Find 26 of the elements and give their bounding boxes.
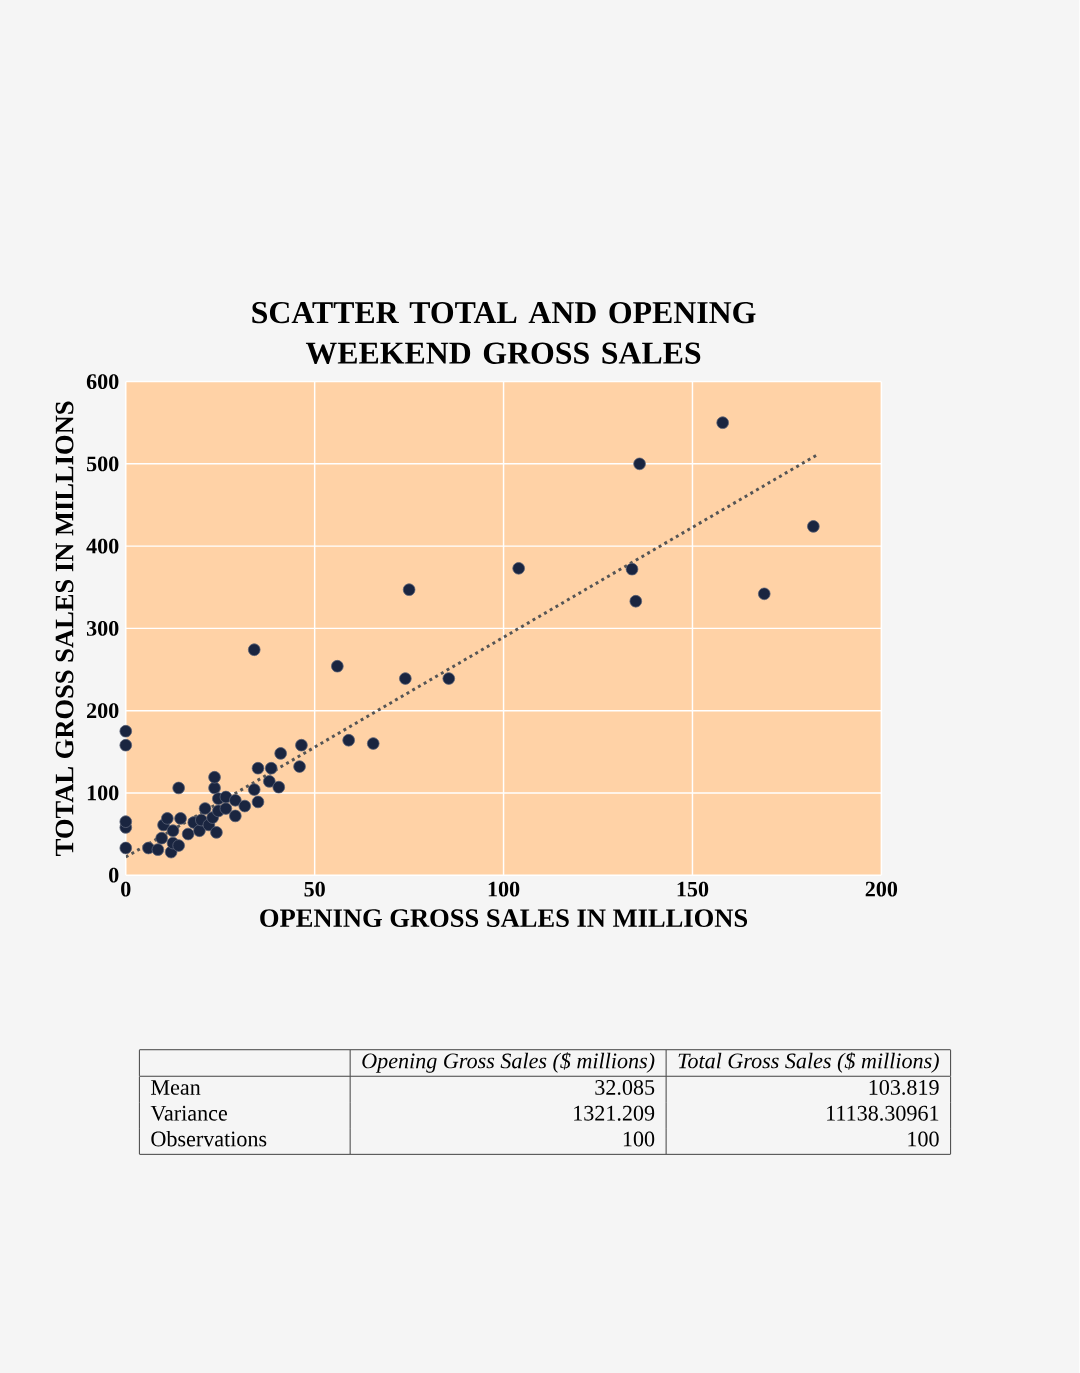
y-tick-label: 500 <box>87 456 119 472</box>
text: 1321.209 <box>574 1105 655 1121</box>
text: 103.819 <box>869 1079 939 1095</box>
text: Mean <box>151 1080 201 1095</box>
text: Variance <box>150 1105 228 1121</box>
text: 100 <box>908 1131 939 1147</box>
text: 11138.30961 <box>827 1105 939 1121</box>
x-tick-label: 100 <box>488 881 520 897</box>
y-axis-title: TOTAL GROSS SALES IN MILLIONS <box>55 401 74 856</box>
y-tick-label: 300 <box>87 620 119 636</box>
text: 100 <box>624 1131 655 1147</box>
y-tick-label: 100 <box>88 785 119 801</box>
text: Opening Gross Sales ($ millions) <box>362 1052 655 1073</box>
text: 32.085 <box>595 1079 655 1095</box>
x-tick-label: 0 <box>121 881 131 897</box>
x-tick-label: 150 <box>677 881 709 897</box>
y-tick-label: 400 <box>86 538 119 554</box>
x-tick-label: 200 <box>865 881 898 897</box>
y-tick-label: 600 <box>87 374 119 390</box>
text: Observations <box>151 1130 267 1147</box>
x-axis-title: OPENING GROSS SALES IN MILLIONS <box>260 909 748 928</box>
x-tick-label: 50 <box>304 881 326 897</box>
text: Total Gross Sales ($ millions) <box>678 1052 940 1073</box>
chart-title: SCATTER TOTAL AND OPENING WEEKEND GROSS SALES <box>252 301 756 365</box>
y-tick-label: 0 <box>109 867 119 883</box>
y-tick-label: 200 <box>87 703 119 719</box>
